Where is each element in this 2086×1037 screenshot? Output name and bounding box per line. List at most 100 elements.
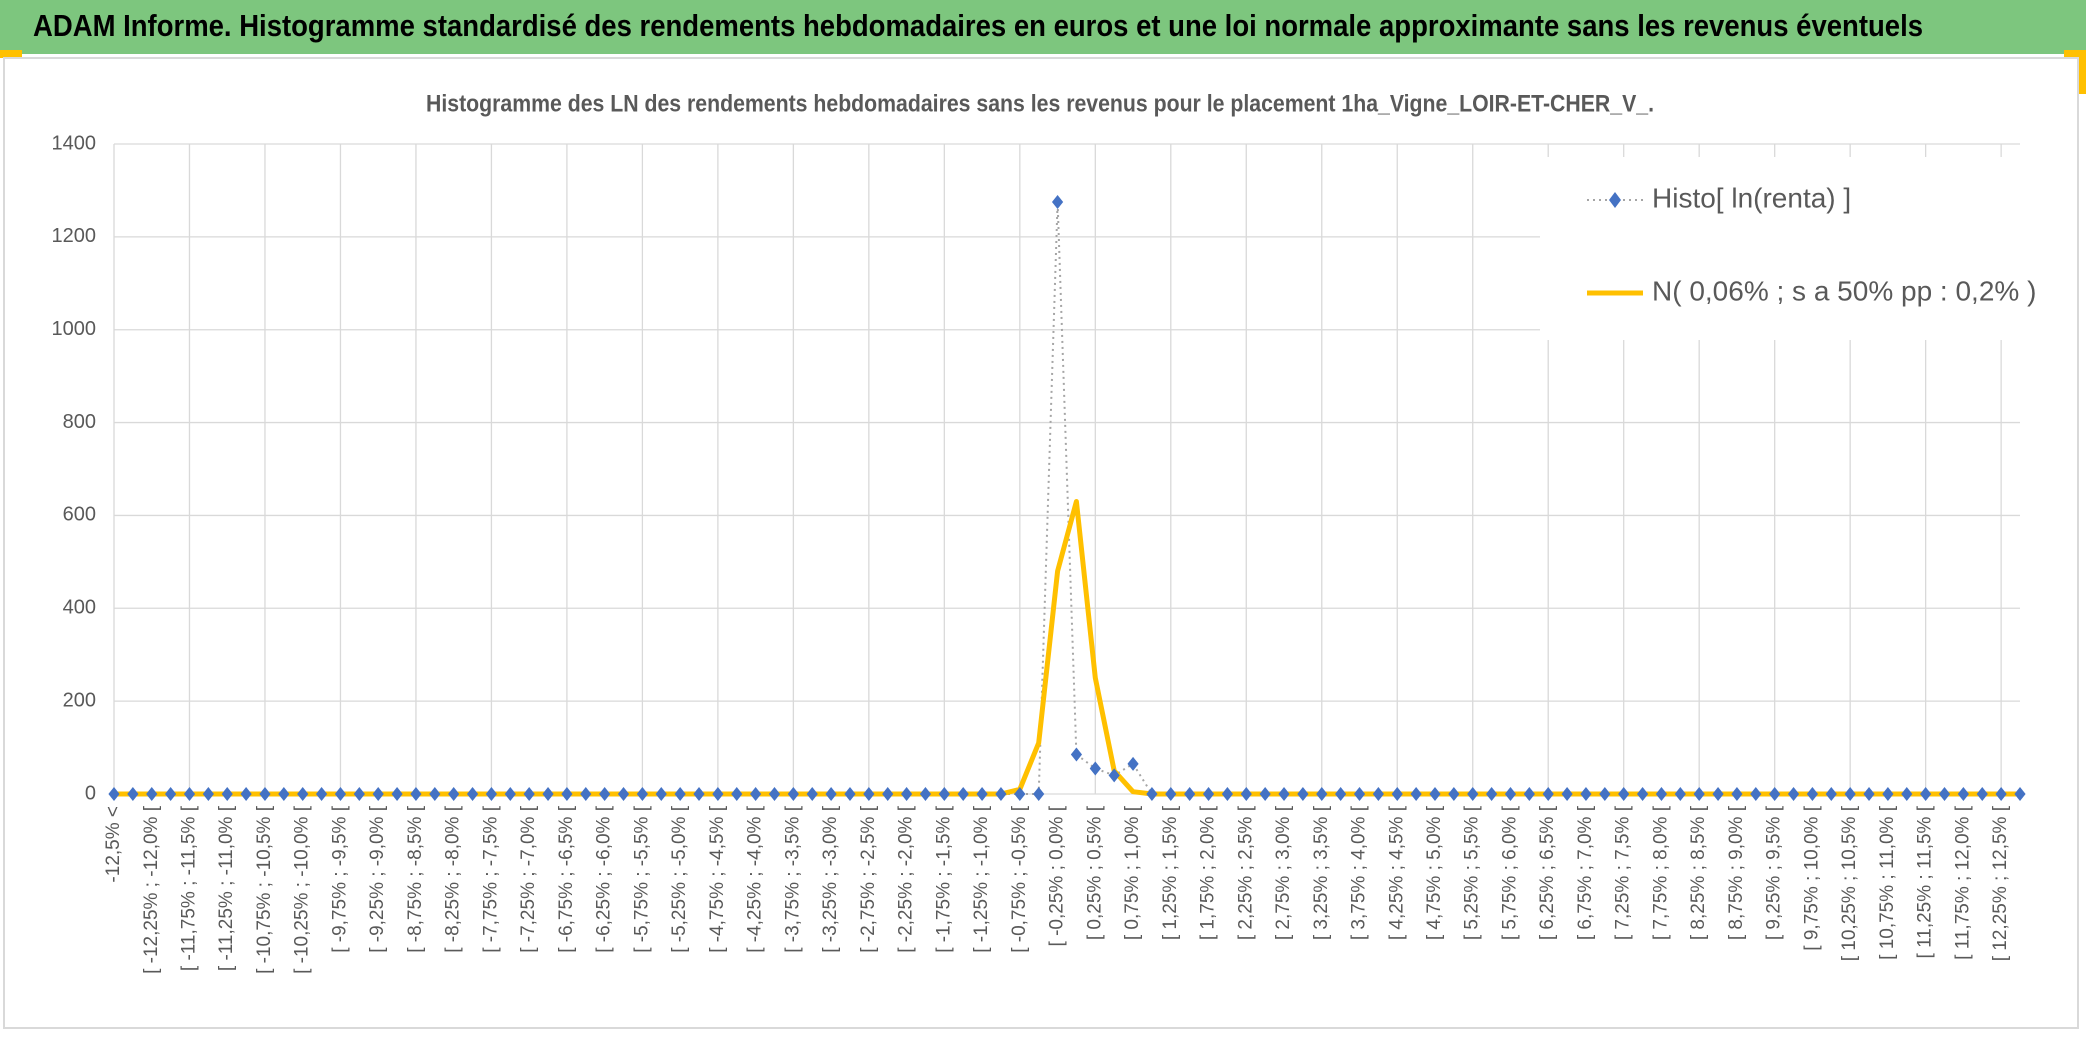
header-title: ADAM Informe. Histogramme standardisé de… xyxy=(33,8,1923,43)
marker xyxy=(1712,787,1724,801)
x-tick-label: [ 8,75% ; 9,0% [ xyxy=(1726,805,1747,940)
marker xyxy=(1429,787,1441,801)
x-tick-label: [ 2,75% ; 3,0% [ xyxy=(1273,805,1294,940)
x-tick-label: [ 9,75% ; 10,0% [ xyxy=(1801,805,1822,950)
marker xyxy=(1674,787,1686,801)
corner xyxy=(0,50,22,58)
legend-label: N( 0,06% ; s a 50% pp : 0,2% ) xyxy=(1652,275,2036,306)
marker xyxy=(315,787,328,801)
x-tick-label: [ 0,75% ; 1,0% [ xyxy=(1122,805,1143,940)
x-tick-label: [ 12,25% ; 12,5% [ xyxy=(1990,805,2011,961)
x-tick-label: [ -6,75% ; -6,5% [ xyxy=(556,805,577,953)
x-tick-label: [ -9,75% ; -9,5% [ xyxy=(329,805,350,953)
marker xyxy=(1769,787,1781,801)
y-tick-label: 600 xyxy=(63,504,96,526)
x-tick-label: [ -4,25% ; -4,0% [ xyxy=(745,805,766,953)
marker xyxy=(787,787,799,801)
x-tick-label: [ -5,25% ; -5,0% [ xyxy=(669,805,690,953)
marker xyxy=(221,787,233,801)
marker xyxy=(1561,787,1573,801)
x-tick-label: -12,5% < xyxy=(103,806,124,883)
marker xyxy=(1825,787,1837,801)
marker xyxy=(1240,787,1252,801)
y-tick-label: 200 xyxy=(63,689,96,711)
x-tick-label: [ 10,25% ; 10,5% [ xyxy=(1839,805,1860,961)
y-tick-label: 0 xyxy=(85,782,96,804)
marker xyxy=(1410,787,1422,801)
x-tick-label: [ 5,25% ; 5,5% [ xyxy=(1462,805,1483,940)
corner xyxy=(2078,54,2086,94)
marker xyxy=(1467,787,1479,801)
marker xyxy=(1486,787,1498,801)
marker xyxy=(353,787,365,801)
marker xyxy=(900,787,913,801)
x-tick-label: [ 11,75% ; 12,0% [ xyxy=(1952,805,1973,960)
marker xyxy=(372,787,384,801)
marker xyxy=(1787,787,1800,801)
marker xyxy=(1655,787,1668,801)
marker xyxy=(1033,787,1045,801)
x-tick-label: [ -11,25% ; -11,0% [ xyxy=(216,805,237,971)
header-bar xyxy=(0,0,2086,54)
marker xyxy=(1297,787,1309,801)
marker xyxy=(1202,787,1215,801)
x-tick-label: [ -10,25% ; -10,0% [ xyxy=(292,805,313,974)
x-tick-label: [ 3,75% ; 4,0% [ xyxy=(1349,805,1370,940)
marker xyxy=(1165,787,1177,801)
x-tick-label: [ 2,25% ; 2,5% [ xyxy=(1235,805,1256,940)
marker xyxy=(410,787,422,801)
marker xyxy=(1806,787,1819,801)
marker xyxy=(561,787,573,801)
marker xyxy=(825,787,837,801)
x-tick-label: [ 6,25% ; 6,5% [ xyxy=(1537,805,1558,940)
marker xyxy=(278,787,290,801)
x-tick-label: [ -6,25% ; -6,0% [ xyxy=(594,805,615,953)
marker xyxy=(882,787,894,801)
marker xyxy=(1221,787,1234,801)
marker xyxy=(448,787,460,801)
x-tick-label: [ 4,25% ; 4,5% [ xyxy=(1386,805,1407,940)
marker xyxy=(1014,787,1026,801)
marker xyxy=(485,787,498,801)
x-tick-label: [ -0,75% ; -0,5% [ xyxy=(1009,805,1030,953)
marker xyxy=(1618,787,1630,801)
x-tick-label: [ -8,75% ; -8,5% [ xyxy=(405,805,426,953)
x-tick-label: [ 0,25% ; 0,5% [ xyxy=(1084,805,1105,940)
x-tick-label: [ -2,25% ; -2,0% [ xyxy=(896,805,917,953)
x-tick-label: [ -7,25% ; -7,0% [ xyxy=(518,805,539,953)
marker xyxy=(127,787,139,801)
marker xyxy=(1542,787,1554,801)
marker xyxy=(1882,787,1894,801)
x-tick-label: [ -12,25% ; -12,0% [ xyxy=(141,805,162,974)
marker xyxy=(429,787,441,801)
marker xyxy=(712,787,724,801)
marker xyxy=(504,787,516,801)
marker xyxy=(1693,787,1705,801)
marker xyxy=(957,787,969,801)
marker xyxy=(693,787,705,801)
marker xyxy=(1146,787,1158,801)
marker xyxy=(995,787,1007,801)
x-tick-label: [ 5,75% ; 6,0% [ xyxy=(1499,805,1520,940)
marker xyxy=(1920,787,1932,801)
x-tick-label: [ -0,25% ; 0,0% [ xyxy=(1047,805,1068,946)
marker xyxy=(108,787,120,801)
marker xyxy=(1636,787,1649,801)
marker xyxy=(1957,787,1969,801)
marker xyxy=(1391,787,1403,801)
marker xyxy=(202,787,214,801)
x-tick-label: [ -8,25% ; -8,0% [ xyxy=(443,805,464,953)
marker xyxy=(2014,787,2026,801)
marker xyxy=(1070,747,1083,762)
marker xyxy=(1278,787,1290,801)
marker xyxy=(674,787,686,801)
marker xyxy=(1995,787,2007,801)
marker xyxy=(259,787,271,801)
x-tick-label: [ 1,75% ; 2,0% [ xyxy=(1198,805,1219,940)
y-tick-label: 1400 xyxy=(52,132,97,154)
legend-box xyxy=(1540,157,2020,340)
marker xyxy=(938,787,950,801)
marker xyxy=(1599,787,1611,801)
marker xyxy=(1089,761,1101,776)
